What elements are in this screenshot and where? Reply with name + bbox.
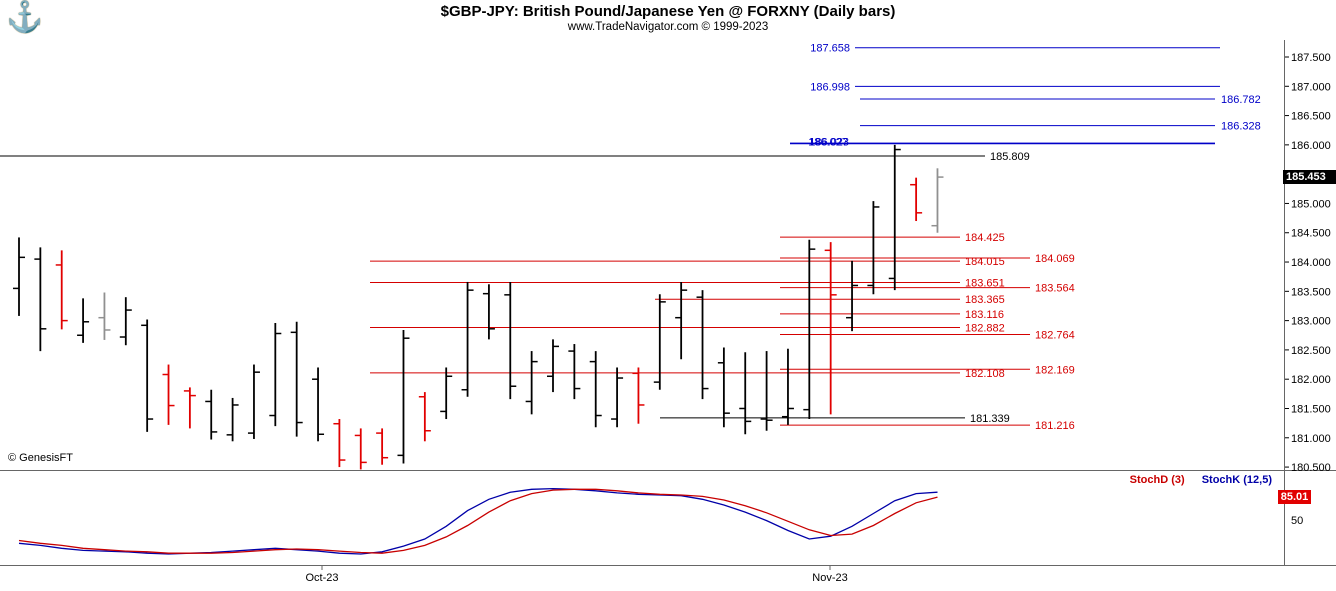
price-level-label: 182.169 — [1035, 364, 1075, 376]
price-level-label: 186.023 — [809, 137, 849, 149]
genesisft-copyright: © GenesisFT — [8, 452, 73, 464]
price-level-label: 186.328 — [1221, 121, 1261, 133]
stoch-d-indicator-label[interactable]: StochD (3) — [1129, 474, 1185, 486]
price-axis-tick-label: 186.500 — [1291, 111, 1331, 123]
chart-title: $GBP-JPY: British Pound/Japanese Yen @ F… — [440, 3, 896, 20]
price-level-label: 183.564 — [1035, 283, 1075, 295]
price-level-label: 187.658 — [810, 43, 850, 55]
price-axis-tick-label: 182.500 — [1291, 345, 1331, 357]
price-level-label: 184.015 — [965, 256, 1005, 268]
price-level-label: 182.108 — [965, 368, 1005, 380]
month-label: Nov-23 — [812, 572, 847, 584]
price-axis-tick-label: 182.000 — [1291, 374, 1331, 386]
price-axis-tick-label: 183.500 — [1291, 286, 1331, 298]
price-axis-tick-label: 180.500 — [1291, 462, 1331, 474]
stoch-series-line — [18, 488, 938, 554]
price-level-label: 183.651 — [965, 277, 1005, 289]
chart-subtitle: www.TradeNavigator.com © 1999-2023 — [567, 21, 769, 33]
price-level-label: 182.882 — [965, 323, 1005, 335]
stoch-value-badge: 85.01 — [1278, 490, 1311, 505]
stoch-k-indicator-label[interactable]: StochK (12,5) — [1201, 474, 1272, 486]
price-level-label: 185.809 — [990, 151, 1030, 163]
chart-header: $GBP-JPY: British Pound/Japanese Yen @ F… — [0, 3, 1336, 33]
indicator-legend: StochD (3) StochK (12,5) — [1116, 474, 1272, 486]
price-axis-tick-label: 187.000 — [1291, 81, 1331, 93]
price-axis-tick-label: 181.500 — [1291, 403, 1331, 415]
price-level-label: 186.027 — [808, 136, 848, 148]
last-price-badge: 185.453 — [1283, 169, 1336, 184]
stoch-series-line — [18, 487, 938, 555]
price-axis-tick-label: 184.000 — [1291, 257, 1331, 269]
price-axis-tick-label: 185.000 — [1291, 198, 1331, 210]
price-axis-tick-label: 186.000 — [1291, 140, 1331, 152]
price-level-label: 184.425 — [965, 232, 1005, 244]
price-level-label: 186.782 — [1221, 94, 1261, 106]
price-level-label: 186.998 — [810, 81, 850, 93]
price-level-label: 183.365 — [965, 294, 1005, 306]
price-axis-tick-label: 184.500 — [1291, 228, 1331, 240]
price-axis-tick-label: 187.500 — [1291, 52, 1331, 64]
price-axis-tick-label: 181.000 — [1291, 433, 1331, 445]
price-level-label: 181.339 — [970, 413, 1010, 425]
price-level-label: 183.116 — [965, 309, 1004, 321]
stoch-scale-label: 50 — [1291, 515, 1304, 527]
month-label: Oct-23 — [305, 572, 338, 584]
price-level-label: 181.216 — [1035, 420, 1075, 432]
price-level-label: 182.764 — [1035, 329, 1075, 341]
price-level-label: 184.069 — [1035, 253, 1075, 265]
genesis-anchor-icon: ⚓ — [6, 1, 44, 34]
price-axis-tick-label: 183.000 — [1291, 316, 1331, 328]
